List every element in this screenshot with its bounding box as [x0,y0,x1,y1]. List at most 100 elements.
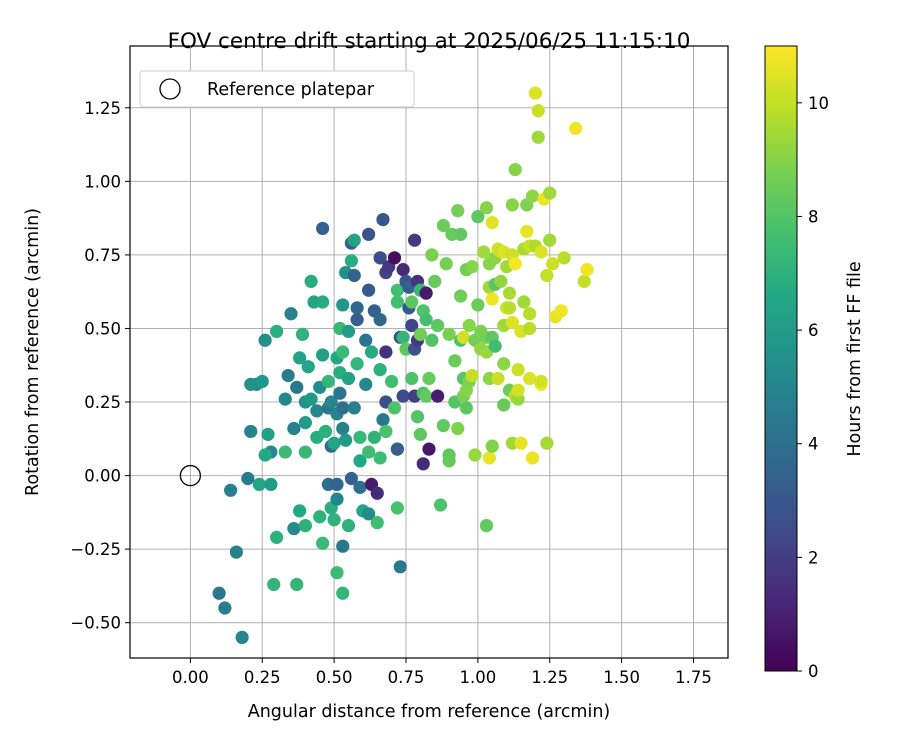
legend-marker-reference [159,78,181,100]
x-tick-label: 0.50 [316,668,353,687]
data-point [350,357,364,371]
data-point [270,324,284,339]
data-point [577,274,591,288]
data-point [390,283,404,297]
data-point [442,454,456,468]
data-point [350,301,364,315]
data-point [364,345,379,359]
y-tick-label: 0.75 [84,246,121,265]
colorbar-label: Hours from first FF file [845,261,865,456]
data-point [235,630,249,645]
data-point [502,301,517,315]
data-point [293,351,307,365]
data-point [301,360,315,374]
data-point [376,413,390,427]
data-point [278,392,292,406]
x-tick-label: 1.75 [675,668,712,687]
data-point [327,436,341,450]
data-point [330,566,344,580]
y-tick-label: −0.25 [70,540,121,559]
data-point [546,257,560,271]
data-point [379,424,393,439]
data-point [479,201,494,215]
data-point [462,318,476,333]
data-point [350,313,364,327]
data-point [557,251,571,265]
data-point [569,121,583,135]
data-point [471,210,485,224]
data-point [321,374,335,389]
data-point [523,307,537,321]
data-point [497,357,511,371]
data-point [433,498,448,512]
data-point [284,307,298,321]
data-point [511,363,525,377]
data-point [336,401,350,415]
data-point [347,233,361,247]
data-point [511,383,525,397]
data-point [482,451,496,465]
colorbar: 0 2 4 6 8 10 Hours from first FF file [764,45,865,681]
data-point [241,471,255,486]
data-point [316,536,330,550]
data-point [525,451,540,465]
data-point [255,374,269,389]
data-point [396,330,410,344]
y-tick-label: 1.00 [84,172,121,191]
x-tick-label: 0.75 [388,668,425,687]
data-point [316,295,330,309]
data-point [353,480,367,494]
data-point [385,374,399,389]
x-tick-label: 1.25 [531,668,568,687]
data-point [428,274,442,288]
data-point [318,424,333,439]
data-point [261,427,275,441]
data-point [422,371,436,386]
legend-label-reference: Reference platepar [207,80,375,100]
data-point [540,268,554,283]
data-point [258,448,272,462]
x-tick-label: 0.00 [172,668,209,687]
data-point [336,539,350,553]
data-point [491,371,505,386]
data-point [554,304,568,318]
data-point [456,330,471,344]
data-point [212,586,226,600]
data-point [353,430,367,444]
legend-box [139,70,415,108]
data-point [405,318,419,333]
data-point [324,395,338,409]
data-point [336,421,350,436]
data-point [281,368,295,383]
data-point [390,295,404,309]
data-point [508,257,522,271]
data-point [425,333,439,347]
y-axis-ticks: −0.50 −0.25 0.00 0.25 0.50 0.75 1.00 1.25 [70,99,130,633]
data-point [505,315,519,330]
data-point [373,451,387,465]
data-point [485,292,499,306]
data-point [459,401,473,415]
data-point [298,518,312,533]
data-point [468,448,482,462]
x-axis-ticks: 0.00 0.25 0.50 0.75 1.00 1.25 1.50 1.75 [172,658,712,687]
data-point [376,212,390,227]
data-point [488,339,502,353]
data-point [442,327,456,341]
data-point [387,251,402,265]
data-point [373,363,387,377]
data-point [353,454,367,468]
data-point [330,477,344,492]
data-point [244,424,258,439]
colorbar-tick-label: 2 [808,548,819,567]
data-point [347,268,361,283]
data-point [502,286,517,300]
data-points [212,86,594,645]
data-point [485,439,499,453]
data-point [362,283,376,297]
y-tick-label: 1.25 [84,99,121,118]
data-point [379,345,393,359]
data-point [362,445,376,459]
data-point [534,374,548,389]
